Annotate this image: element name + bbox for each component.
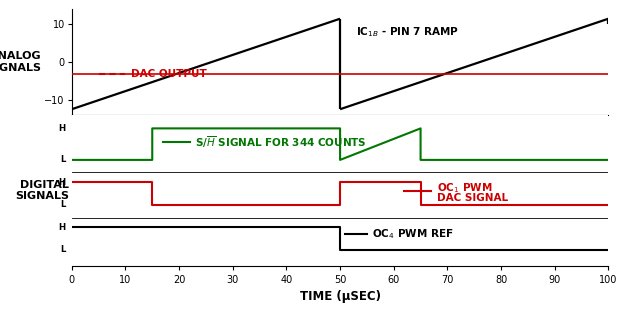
Text: OC$_4$ PWM REF: OC$_4$ PWM REF [373,227,454,241]
Y-axis label: DIGITAL
SIGNALS: DIGITAL SIGNALS [15,180,69,201]
Text: OC$_1$ PWM: OC$_1$ PWM [437,181,492,195]
Text: H: H [58,223,66,232]
Text: H: H [58,178,66,187]
Text: L: L [60,155,66,164]
Text: S/$\overline{H}$ SIGNAL FOR 344 COUNTS: S/$\overline{H}$ SIGNAL FOR 344 COUNTS [195,134,367,150]
X-axis label: TIME (μSEC): TIME (μSEC) [300,290,381,303]
Text: DAC OUTPUT: DAC OUTPUT [131,69,207,79]
Text: DAC SIGNAL: DAC SIGNAL [437,193,508,203]
Text: L: L [60,201,66,210]
Text: H: H [58,124,66,133]
Text: IC$_{1B}$ - PIN 7 RAMP: IC$_{1B}$ - PIN 7 RAMP [356,25,459,39]
Text: L: L [60,245,66,255]
Y-axis label: ANALOG
SIGNALS: ANALOG SIGNALS [0,51,42,73]
